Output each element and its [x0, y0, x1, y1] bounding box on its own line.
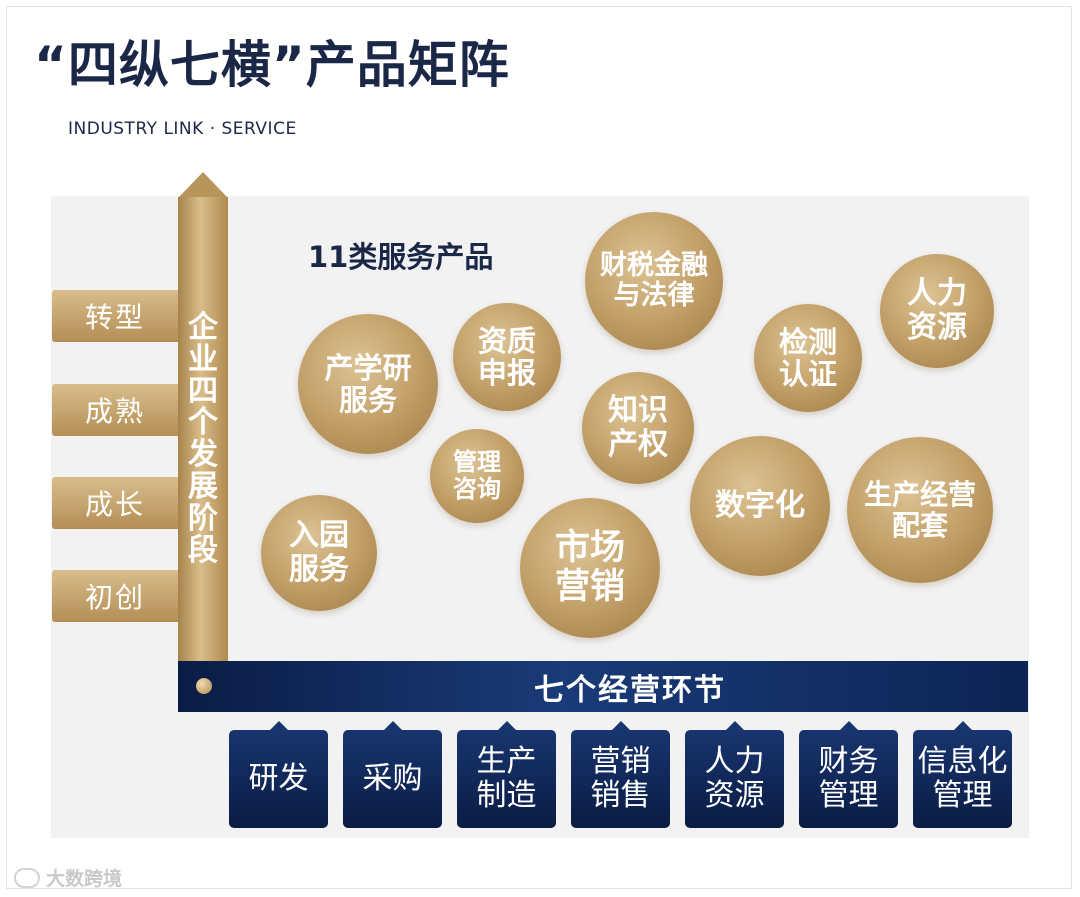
watermark-logo-icon: [14, 867, 40, 888]
vertical-axis-char: 四: [188, 373, 218, 409]
business-link-card-text: 营销: [590, 744, 651, 780]
product-bubble-text: 配套: [891, 509, 948, 542]
product-bubble: 市场 营销: [520, 498, 660, 638]
product-bubble: 财税金融 与法律: [585, 212, 723, 350]
vertical-axis-char: 展: [188, 468, 218, 504]
vertical-axis-char: 发: [188, 437, 218, 473]
product-bubble-text: 产学研: [324, 350, 412, 385]
business-link-card-text: 研发: [248, 761, 309, 797]
page-subtitle: INDUSTRY LINK · SERVICE: [68, 119, 297, 139]
business-link-card-text: 销售: [590, 778, 651, 813]
product-bubble-text: 人力: [907, 276, 967, 312]
business-link-card-text: 人力: [704, 744, 765, 780]
product-bubble: 资质 申报: [453, 303, 561, 411]
product-bubble-text: 产权: [608, 427, 668, 462]
horizontal-axis-dot: [196, 678, 212, 694]
product-bubble-text: 资源: [907, 310, 967, 345]
business-link-card: 信息化 管理: [913, 721, 1012, 828]
business-link-card-text: 信息化: [917, 744, 1008, 780]
business-link-card-text: 财务: [818, 744, 879, 780]
vertical-axis-char: 企: [188, 310, 218, 345]
business-link-card-text: 制造: [476, 778, 537, 813]
product-bubble: 产学研 服务: [298, 314, 438, 454]
vertical-axis-label: 企 业 四 个 发 展 阶 段: [178, 312, 228, 566]
watermark-text: 大数跨境: [46, 868, 123, 890]
horizontal-axis-bar: [178, 661, 1028, 712]
watermark: 大数跨境: [14, 864, 122, 891]
product-bubble-text: 数字化: [715, 488, 805, 524]
business-link-card-text: 管理: [818, 778, 879, 813]
product-bubble-text: 入园: [289, 518, 349, 554]
page-title: “四纵七横”产品矩阵: [34, 36, 510, 94]
vertical-axis-arrow-head: [178, 172, 228, 198]
business-link-card-text: 管理: [932, 778, 993, 813]
vertical-axis-char: 段: [188, 532, 218, 568]
product-bubble: 数字化: [690, 436, 830, 576]
product-bubble-text: 服务: [289, 552, 349, 587]
product-bubble: 人力 资源: [880, 254, 994, 368]
product-bubble: 管理 咨询: [430, 429, 524, 523]
stage-tag-mature: 成熟: [52, 384, 178, 436]
products-label: 11类服务产品: [308, 240, 494, 274]
horizontal-axis-label: 七个经营环节: [534, 672, 726, 708]
product-bubble: 入园 服务: [261, 495, 377, 611]
product-bubble-text: 咨询: [453, 475, 501, 503]
stage-tag-startup: 初创: [52, 570, 178, 622]
business-link-card-text: 采购: [362, 761, 423, 797]
business-link-card: 人力 资源: [685, 721, 784, 828]
product-bubble-text: 知识: [608, 393, 668, 429]
business-link-card: 财务 管理: [799, 721, 898, 828]
product-bubble-text: 生产经营: [863, 477, 976, 511]
business-link-card: 研发: [229, 721, 328, 828]
stage-tag-growth: 成长: [52, 477, 178, 529]
product-bubble: 知识 产权: [582, 372, 694, 484]
vertical-axis-char: 阶: [188, 500, 218, 536]
product-bubble-text: 营销: [554, 567, 625, 607]
product-bubble-text: 申报: [477, 356, 536, 390]
vertical-axis-char: 个: [188, 405, 218, 441]
product-bubble-text: 与法律: [613, 280, 695, 311]
product-bubble-text: 检测: [778, 324, 837, 359]
vertical-axis-arrow: [178, 197, 228, 667]
vertical-axis-char: 业: [188, 341, 218, 377]
page-frame: [6, 6, 1072, 889]
product-bubble-text: 资质: [477, 323, 536, 358]
product-bubble-text: 服务: [338, 383, 397, 417]
business-link-card-text: 资源: [704, 778, 765, 813]
product-bubble-text: 认证: [778, 357, 837, 391]
business-link-card: 采购: [343, 721, 442, 828]
product-bubble: 生产经营 配套: [847, 437, 993, 583]
product-bubble-text: 财税金融: [600, 249, 708, 281]
business-link-card-text: 生产: [476, 744, 537, 780]
stage-tag-transformation: 转型: [52, 290, 178, 342]
product-bubble: 检测 认证: [754, 304, 862, 412]
product-bubble-text: 市场: [554, 527, 625, 568]
business-link-card: 营销 销售: [571, 721, 670, 828]
product-bubble-text: 管理: [453, 448, 501, 477]
business-link-card: 生产 制造: [457, 721, 556, 828]
